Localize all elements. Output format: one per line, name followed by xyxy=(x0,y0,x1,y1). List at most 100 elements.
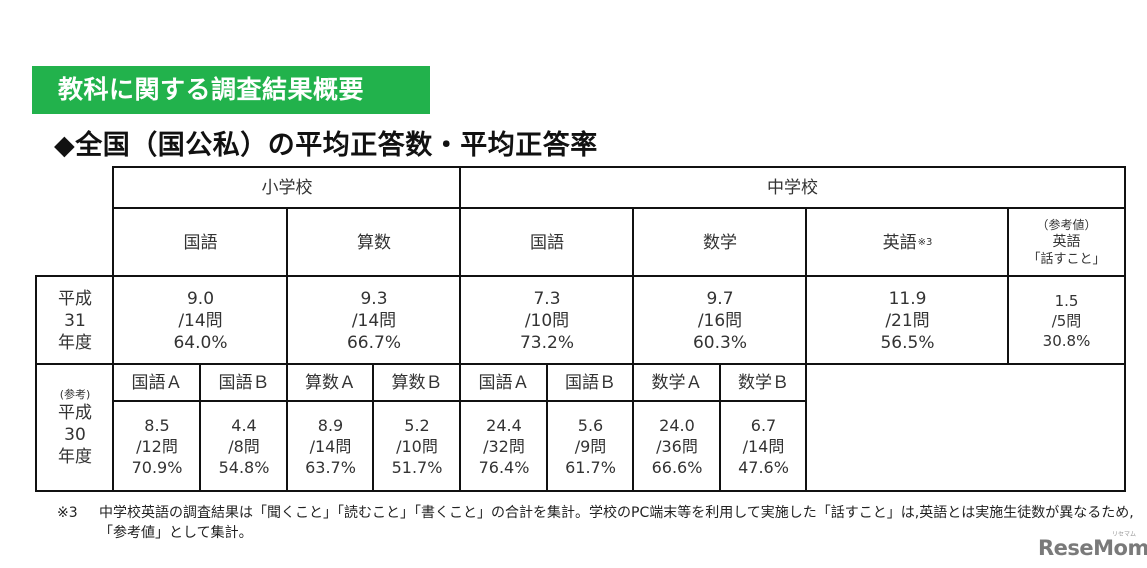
question-count: /21問 xyxy=(885,310,930,331)
subject-label: 算数 xyxy=(357,232,391,253)
header-elementary: 小学校 xyxy=(112,166,462,210)
avg-score: 4.4 xyxy=(231,415,257,435)
avg-score: 1.5 xyxy=(1054,291,1079,310)
subject-label: 英語 xyxy=(1052,233,1081,250)
h30-empty-cell xyxy=(805,363,1126,492)
correct-rate: 61.7% xyxy=(565,457,616,477)
row-label-line: 平成 xyxy=(58,288,92,309)
subheader-label: 数学Ｂ xyxy=(738,373,789,393)
question-count: /14問 xyxy=(351,310,397,331)
avg-score: 11.9 xyxy=(888,288,927,309)
correct-rate: 51.7% xyxy=(391,457,443,477)
subject-label: 数学 xyxy=(703,232,737,253)
correct-rate: 47.6% xyxy=(738,457,789,477)
h30-subheader: 算数Ａ xyxy=(286,363,375,403)
correct-rate: 56.5% xyxy=(880,332,935,353)
correct-rate: 70.9% xyxy=(131,457,183,477)
h30-cell: 5.2/10問 51.7% xyxy=(372,400,462,492)
correct-rate: 66.7% xyxy=(346,332,401,353)
question-count: /5問 xyxy=(1051,311,1082,330)
h30-cell: 6.7/14問 47.6% xyxy=(719,400,808,492)
avg-score: 8.9 xyxy=(317,415,344,435)
h30-subheader: 国語Ａ xyxy=(112,363,202,403)
avg-score: 9.3 xyxy=(360,288,388,309)
subject-elem-math: 算数 xyxy=(286,207,462,278)
avg-score: 6.7 xyxy=(750,415,777,435)
section-banner: 教科に関する調査結果概要 xyxy=(32,66,430,114)
footnote-ref: ※3 xyxy=(917,236,933,248)
subject-sublabel: 「話すこと」 xyxy=(1027,251,1106,267)
h30-subheader: 算数Ｂ xyxy=(372,363,462,403)
h31-cell-elem-math: 9.3/14問 66.7% xyxy=(286,275,462,366)
h30-cell: 8.9/14問 63.7% xyxy=(286,400,375,492)
correct-rate: 60.3% xyxy=(692,332,747,353)
h30-subheader: 数学Ａ xyxy=(632,363,722,403)
subheader-label: 国語Ｂ xyxy=(218,373,270,393)
question-count: /16問 xyxy=(697,310,743,331)
h31-cell-jh-speaking: 1.5/5問 30.8% xyxy=(1007,275,1126,366)
row-label-line: 年度 xyxy=(58,332,92,353)
correct-rate: 64.0% xyxy=(173,332,228,353)
page-subtitle: ◆全国（国公私）の平均正答数・平均正答率 xyxy=(54,130,598,161)
correct-rate: 73.2% xyxy=(519,332,574,353)
avg-score: 7.3 xyxy=(533,288,561,309)
question-count: /14問 xyxy=(742,436,785,456)
subject-jh-english: 英語※3 xyxy=(805,207,1010,278)
h30-subheader: 数学Ｂ xyxy=(719,363,808,403)
subject-jh-math: 数学 xyxy=(632,207,808,278)
question-count: /14問 xyxy=(178,310,223,331)
h30-subheader: 国語Ｂ xyxy=(199,363,289,403)
h30-cell: 24.4/32問 76.4% xyxy=(459,400,549,492)
subject-jh-japanese: 国語 xyxy=(459,207,635,278)
row-label-line: 31 xyxy=(64,310,86,331)
h31-cell-jh-japanese: 7.3/10問 73.2% xyxy=(459,275,635,366)
row-label-line: 30 xyxy=(64,424,86,445)
resemom-logo: ReseMom xyxy=(1038,536,1147,560)
row-label-h31: 平成 31 年度 xyxy=(35,275,115,366)
h30-subheader: 国語Ａ xyxy=(459,363,549,403)
header-junior-high-label: 中学校 xyxy=(767,178,818,198)
correct-rate: 30.8% xyxy=(1042,331,1091,350)
subheader-label: 数学Ａ xyxy=(651,373,703,393)
footnote-mark: ※3 xyxy=(57,505,78,521)
question-count: /12問 xyxy=(136,436,178,456)
correct-rate: 66.6% xyxy=(651,457,703,477)
h31-cell-jh-english: 11.9/21問 56.5% xyxy=(805,275,1010,366)
correct-rate: 63.7% xyxy=(305,457,356,477)
avg-score: 8.5 xyxy=(144,415,170,435)
subject-label: 国語 xyxy=(183,232,218,253)
question-count: /10問 xyxy=(524,310,570,331)
correct-rate: 54.8% xyxy=(218,457,270,477)
h31-cell-jh-math: 9.7/16問 60.3% xyxy=(632,275,808,366)
h30-cell: 24.0/36問 66.6% xyxy=(632,400,722,492)
reference-label: （参考値） xyxy=(1036,217,1097,232)
h30-cell: 5.6/9問 61.7% xyxy=(546,400,635,492)
subheader-label: 算数Ａ xyxy=(305,373,356,393)
h30-cell: 4.4/8問 54.8% xyxy=(199,400,289,492)
subject-label-text: 英語 xyxy=(882,232,917,253)
subject-elem-japanese: 国語 xyxy=(112,207,289,278)
correct-rate: 76.4% xyxy=(478,457,530,477)
question-count: /14問 xyxy=(309,436,352,456)
row-label-line: 年度 xyxy=(58,446,92,467)
avg-score: 9.7 xyxy=(706,288,734,309)
question-count: /32問 xyxy=(483,436,525,456)
subject-label: 英語※3 xyxy=(883,232,933,254)
reference-label: (参考) xyxy=(59,387,91,401)
h30-subheader: 国語Ｂ xyxy=(546,363,635,403)
subheader-label: 算数Ｂ xyxy=(391,373,443,393)
subheader-label: 国語Ａ xyxy=(478,373,530,393)
avg-score: 5.6 xyxy=(577,415,604,435)
avg-score: 24.0 xyxy=(659,415,695,435)
subheader-label: 国語Ｂ xyxy=(565,373,616,393)
header-elementary-label: 小学校 xyxy=(261,178,313,198)
avg-score: 5.2 xyxy=(404,415,430,435)
row-label-line: 平成 xyxy=(58,402,92,423)
subject-jh-speaking: （参考値） 英語 「話すこと」 xyxy=(1007,207,1126,278)
avg-score: 9.0 xyxy=(186,288,215,309)
question-count: /9問 xyxy=(574,436,607,456)
subject-label: 国語 xyxy=(530,232,564,253)
logo-kana: リセマム xyxy=(1112,531,1137,538)
footnote-text: 中学校英語の調査結果は「聞くこと」「読むこと」「書くこと」の合計を集計。学校のP… xyxy=(99,505,1134,541)
